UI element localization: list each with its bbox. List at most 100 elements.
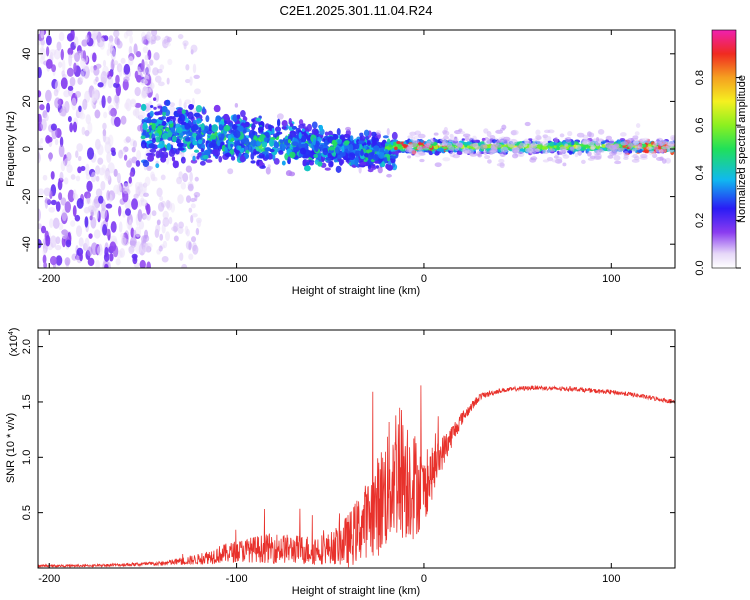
heatmap-cell [230, 155, 236, 161]
heatmap-cell [93, 67, 100, 76]
heatmap-cell [441, 141, 447, 147]
heatmap-cell [473, 139, 480, 143]
heatmap-cell [232, 114, 238, 123]
heatmap-cell [358, 166, 362, 174]
heatmap-cell [192, 140, 198, 146]
heatmap-cell [192, 63, 197, 74]
heatmap-cell [66, 67, 74, 77]
heatmap-cell [327, 130, 333, 137]
heatmap-cell [38, 66, 42, 79]
heatmap-cell [348, 152, 356, 161]
heatmap-cell [54, 97, 61, 109]
heatmap-cell [74, 52, 81, 63]
heatmap-cell [309, 161, 314, 166]
heatmap-cell [233, 130, 241, 139]
heatmap-cell [250, 160, 256, 164]
heatmap-cell [80, 70, 84, 82]
heatmap-cell [407, 155, 412, 159]
heatmap-cell [72, 189, 77, 200]
heatmap-cell [91, 88, 99, 101]
heatmap-cell [144, 61, 148, 66]
heatmap-cell [264, 147, 272, 152]
heatmap-cell [120, 57, 126, 64]
heatmap-cell [385, 163, 390, 170]
heatmap-cell [250, 139, 257, 147]
heatmap-cell [554, 153, 559, 156]
heatmap-cell [442, 157, 451, 162]
heatmap-cell [223, 125, 231, 132]
heatmap-cell [141, 235, 147, 244]
heatmap-cell [177, 147, 185, 151]
heatmap-cell [192, 244, 199, 255]
spectrogram-y-axis: -40 -20 0 20 40 [21, 48, 675, 252]
heatmap-cell [577, 149, 582, 156]
heatmap-cell [645, 138, 651, 144]
heatmap-cell [141, 103, 147, 111]
heatmap-cell [132, 229, 137, 239]
heatmap-cell [239, 155, 246, 163]
heatmap-cell [640, 153, 648, 159]
heatmap-cell [548, 148, 556, 153]
heatmap-cell [541, 145, 548, 151]
heatmap-cell [161, 105, 168, 113]
heatmap-cell [131, 146, 136, 153]
heatmap-cell [164, 127, 170, 132]
heatmap-cell [122, 79, 129, 91]
heatmap-cell [417, 133, 426, 139]
heatmap-cell [291, 125, 297, 130]
heatmap-cell [337, 139, 342, 145]
heatmap-cell [205, 115, 210, 123]
heatmap-cell [484, 155, 491, 160]
heatmap-cell [129, 236, 137, 249]
heatmap-cell [97, 144, 104, 156]
heatmap-cell [158, 81, 165, 87]
heatmap-cell [299, 147, 307, 155]
heatmap-cell [95, 188, 103, 198]
heatmap-cell [379, 147, 387, 153]
heatmap-cell [281, 126, 287, 130]
heatmap-cell [138, 183, 144, 193]
heatmap-cell [184, 123, 191, 130]
heatmap-cell [543, 129, 551, 134]
heatmap-cell [142, 46, 149, 54]
heatmap-cell [50, 123, 57, 131]
heatmap-cell [632, 135, 639, 140]
heatmap-cell [75, 225, 83, 237]
heatmap-cell [363, 129, 370, 137]
heatmap-cell [200, 148, 204, 153]
heatmap-cell [218, 155, 223, 163]
heatmap-cell [38, 188, 45, 196]
heatmap-cell [182, 172, 189, 183]
heatmap-cell [386, 173, 392, 178]
heatmap-cell [595, 142, 603, 146]
heatmap-cell [180, 182, 187, 190]
spectrogram-heatmap [38, 30, 675, 268]
heatmap-cell [156, 68, 163, 74]
heatmap-cell [301, 135, 307, 143]
heatmap-cell [120, 236, 127, 246]
heatmap-cell [157, 202, 165, 212]
heatmap-cell [574, 153, 579, 158]
snr-x-axis: -200 -100 0 100 [38, 330, 620, 585]
heatmap-cell [140, 140, 147, 149]
y-tick-label: 0.5 [21, 505, 33, 520]
heatmap-cell [273, 141, 279, 149]
heatmap-cell [119, 247, 125, 258]
heatmap-cell [413, 135, 420, 140]
heatmap-cell [154, 132, 160, 137]
heatmap-cell [85, 114, 91, 125]
heatmap-cell [227, 141, 232, 150]
heatmap-cell [609, 138, 615, 145]
heatmap-cell [442, 146, 448, 150]
heatmap-cell [634, 156, 640, 161]
heatmap-cell [168, 216, 173, 225]
x-tick-label: 0 [421, 273, 427, 285]
heatmap-cell [188, 241, 192, 251]
heatmap-cell [203, 125, 209, 132]
heatmap-cell [188, 131, 193, 137]
heatmap-cell [128, 176, 132, 184]
heatmap-cell [169, 102, 176, 107]
heatmap-cell [102, 59, 107, 67]
heatmap-cell [167, 58, 173, 66]
heatmap-cell [176, 176, 183, 185]
